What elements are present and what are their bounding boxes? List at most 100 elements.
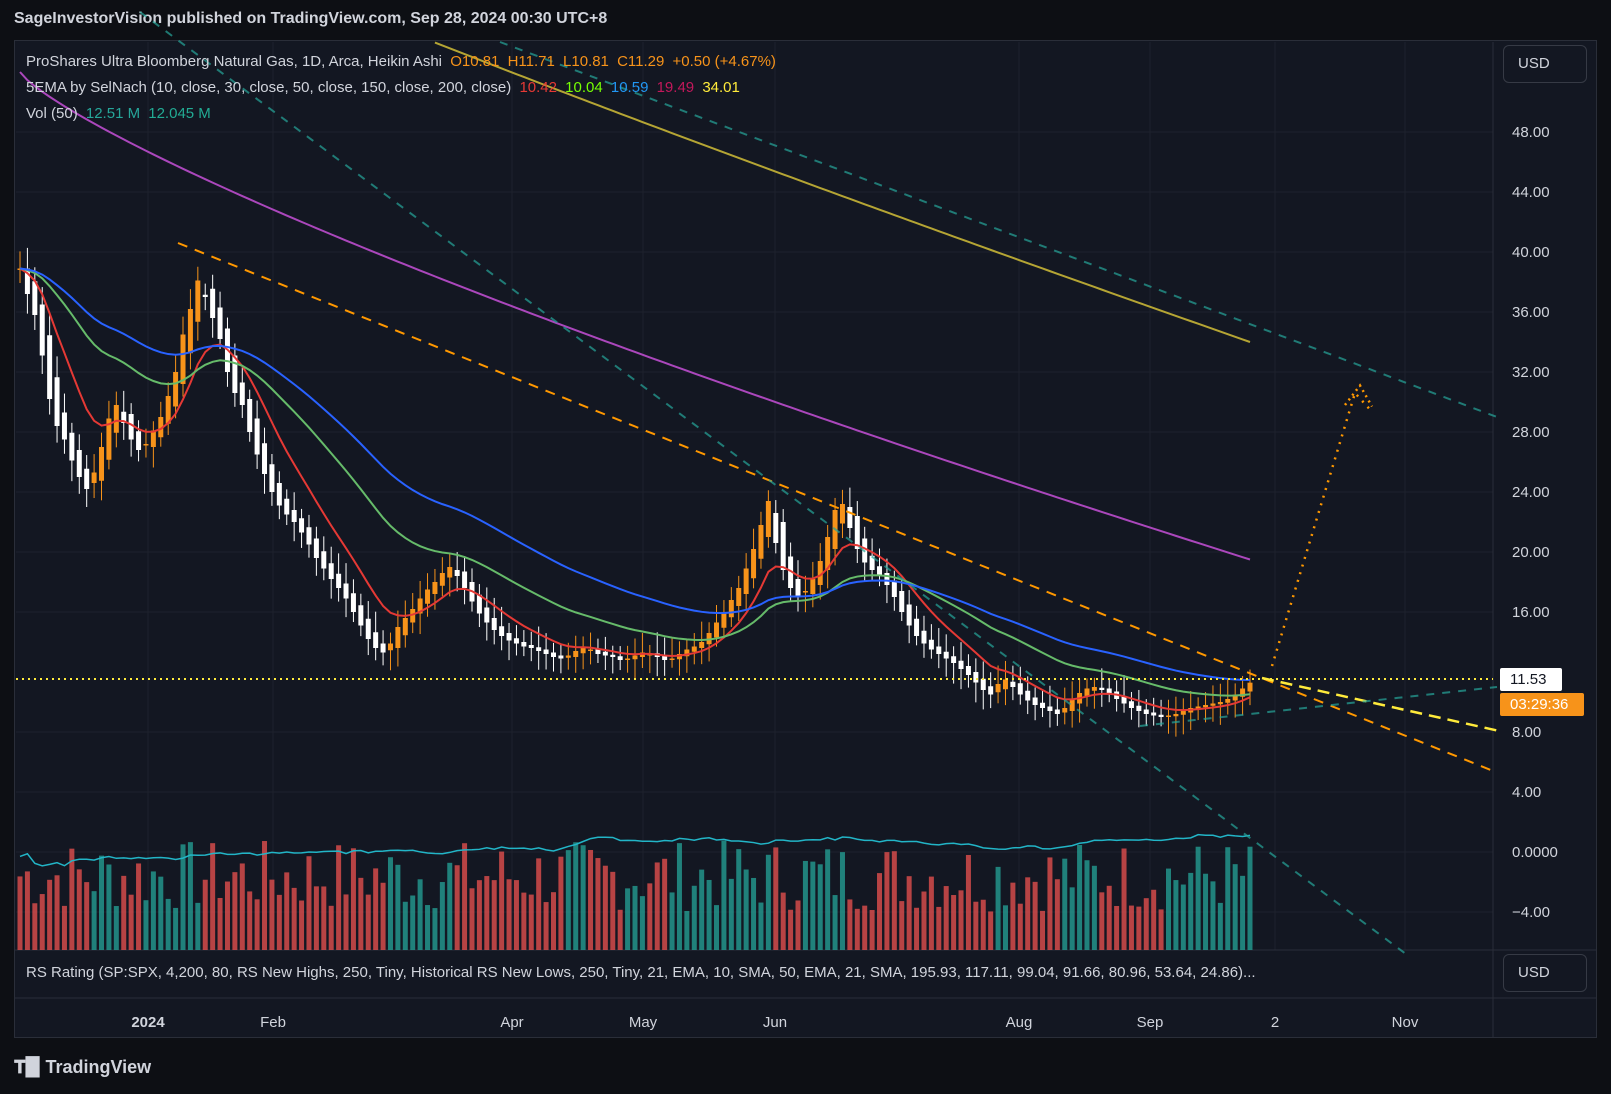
- candle-body: [299, 518, 305, 533]
- volume-bar: [1143, 898, 1149, 950]
- currency-button-lower[interactable]: USD: [1503, 954, 1587, 992]
- countdown-tag: 03:29:36: [1500, 693, 1584, 716]
- y-axis-tick-label: 24.00: [1512, 484, 1550, 501]
- vol-title: Vol (50): [26, 105, 78, 122]
- volume-bar: [506, 879, 512, 950]
- volume-bar: [1121, 848, 1127, 950]
- candle-body: [417, 598, 423, 614]
- volume-bar: [625, 888, 631, 950]
- candle-body: [1062, 708, 1068, 713]
- candle-body: [150, 430, 156, 447]
- volume-bar: [173, 907, 179, 950]
- candle-body: [269, 464, 275, 492]
- ema-50-line: [19, 267, 1251, 681]
- footer-brand: TradingView: [45, 1057, 152, 1077]
- candle-body: [1025, 690, 1031, 701]
- currency-button[interactable]: USD: [1503, 45, 1587, 83]
- volume-bar: [943, 886, 949, 950]
- volume-bar: [54, 875, 60, 950]
- candle-body: [780, 522, 786, 570]
- volume-bar: [1225, 847, 1231, 950]
- volume-bar: [1017, 903, 1023, 950]
- volume-bar: [291, 887, 297, 950]
- tradingview-footer[interactable]: 𝐓█ TradingView: [14, 1057, 151, 1078]
- symbol-legend: ProShares Ultra Bloomberg Natural Gas, 1…: [26, 53, 780, 70]
- candle-body: [1232, 694, 1238, 701]
- candle-body: [1217, 702, 1223, 705]
- candle-body: [165, 396, 171, 424]
- volume-bar: [395, 864, 401, 950]
- y-axis-tick-label: 20.00: [1512, 544, 1550, 561]
- candle-body: [1247, 682, 1253, 692]
- support-line: [1139, 686, 1498, 727]
- candle-body: [39, 304, 45, 356]
- ohlc-close: C11.29: [617, 53, 665, 70]
- volume-bar: [662, 858, 668, 950]
- last-price-tag: 11.53: [1500, 668, 1562, 691]
- candle-body: [210, 288, 216, 318]
- volume-bar: [825, 849, 831, 950]
- volume-bar: [1195, 846, 1201, 950]
- y-axis-tick-label: 48.00: [1512, 124, 1550, 141]
- x-axis-label: 2024: [131, 1014, 165, 1031]
- x-axis-label: May: [629, 1014, 658, 1031]
- volume-bar: [773, 847, 779, 950]
- candle-body: [958, 660, 964, 669]
- candle-body: [454, 570, 460, 576]
- volume-bar: [714, 905, 720, 950]
- volume-bar: [699, 869, 705, 950]
- candle-body: [1002, 679, 1008, 690]
- volume-bar: [751, 877, 757, 950]
- ema-value-200: 34.01: [702, 79, 740, 96]
- volume-bar: [121, 875, 127, 950]
- volume-bar: [499, 851, 505, 950]
- volume-bar: [269, 879, 275, 950]
- volume-bar: [1099, 892, 1105, 950]
- candle-body: [802, 591, 808, 593]
- candle-body: [76, 450, 82, 477]
- ema-value-150: 19.49: [656, 79, 695, 96]
- candle-body: [476, 594, 482, 614]
- candle-body: [328, 563, 334, 579]
- volume-bar: [299, 900, 305, 950]
- volume-bar: [69, 848, 75, 950]
- x-axis-label: 2: [1271, 1014, 1279, 1031]
- y-axis-tick-label: 40.00: [1512, 244, 1550, 261]
- ema-legend: 5EMA by SelNach (10, close, 30, close, 5…: [26, 79, 744, 96]
- vol-ma-value: 12.045 M: [148, 105, 211, 122]
- volume-bar: [1114, 905, 1120, 950]
- volume-bar: [536, 858, 542, 950]
- volume-bar: [610, 871, 616, 950]
- projection-arrowhead: [1344, 383, 1374, 408]
- candle-body: [380, 643, 386, 653]
- candle-body: [728, 600, 734, 618]
- candle-body: [499, 626, 505, 636]
- volume-bar: [1136, 906, 1142, 950]
- candle-body: [313, 538, 319, 558]
- candle-body: [1047, 706, 1053, 711]
- volume-bar: [980, 899, 986, 950]
- volume-bar: [17, 876, 23, 950]
- volume-bar: [1025, 877, 1031, 950]
- candle-body: [914, 618, 920, 636]
- candle-body: [588, 649, 594, 651]
- ema-200-line: [434, 41, 1251, 343]
- volume-bar: [113, 906, 119, 950]
- volume-bar: [973, 901, 979, 950]
- volume-bar: [669, 892, 675, 950]
- volume-bar: [588, 849, 594, 950]
- volume-bar: [988, 911, 994, 950]
- candle-body: [691, 646, 697, 652]
- volume-bar: [632, 885, 638, 950]
- volume-bar: [224, 881, 230, 950]
- ema-value-10: 10.42: [519, 79, 557, 96]
- candle-body: [684, 649, 690, 657]
- candle-body: [1173, 714, 1179, 717]
- candle-body: [743, 568, 749, 594]
- volume-bar: [1084, 860, 1090, 950]
- candle-body: [669, 658, 675, 660]
- ema-30-line: [19, 267, 1251, 697]
- candle-body: [432, 582, 438, 594]
- candle-body: [462, 571, 468, 588]
